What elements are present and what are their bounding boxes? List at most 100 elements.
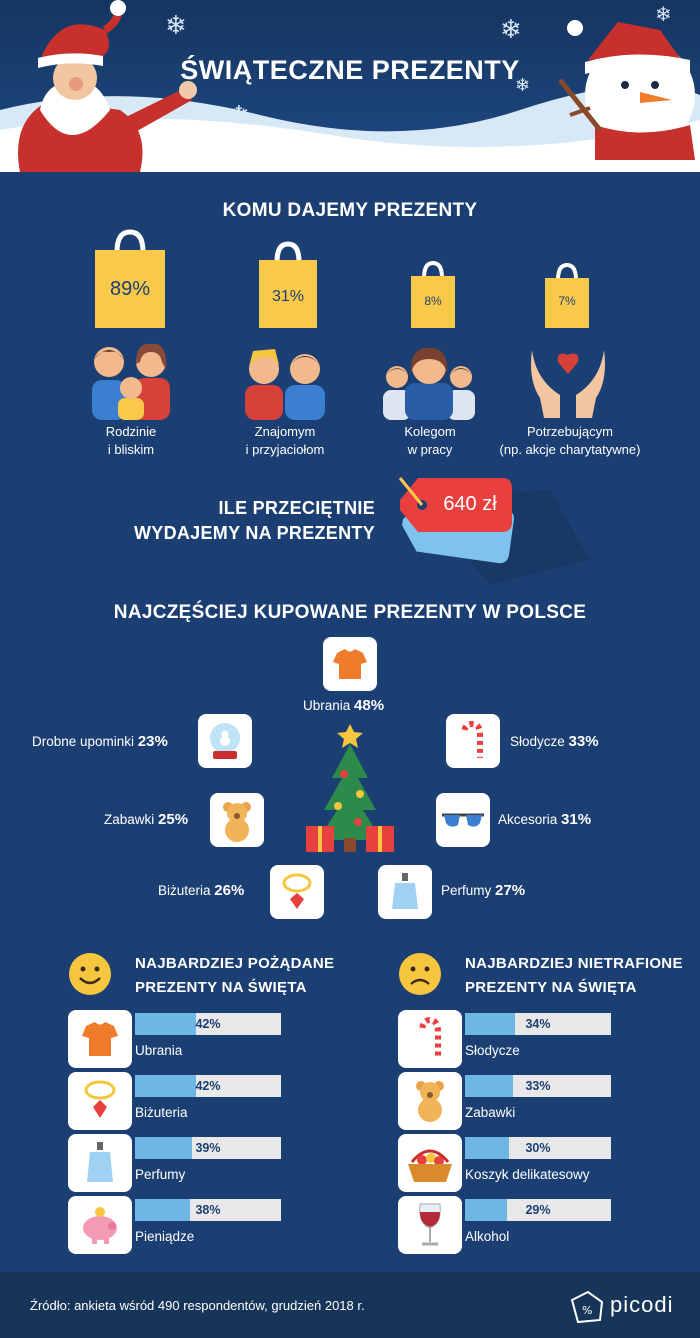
snowflake-icon: ❄: [228, 100, 250, 130]
santa-icon: [18, 0, 197, 172]
sweets-box: [446, 714, 500, 768]
bag-pct: 7%: [558, 294, 576, 308]
wine-glass-icon: [419, 1203, 441, 1246]
recipients-heading: KOMU DAJEMY PREZENTY: [222, 200, 478, 221]
toys-box: [210, 793, 264, 847]
bar-fill: [135, 1137, 192, 1159]
bar-track: [465, 1199, 611, 1221]
popular-perfume: Perfumy 27%: [441, 882, 526, 899]
recipient-label: Kolegom w pracy: [404, 424, 456, 457]
missed-name: Koszyk delikatesowy: [465, 1167, 590, 1182]
jewelry-box: [270, 865, 324, 919]
snowflake-icon: ❄: [500, 14, 522, 44]
snow-globe-icon: [210, 723, 240, 759]
bar-track: [135, 1199, 281, 1221]
wanted-bar: 39%: [135, 1137, 281, 1159]
bar-pct: 42%: [195, 1079, 221, 1093]
popular-jewelry: Biżuteria 26%: [158, 882, 245, 899]
popular-accessories: Akcesoria 31%: [498, 811, 592, 828]
recipient-label: Znajomym i przyjaciołom: [245, 424, 325, 457]
bar-track: [135, 1137, 281, 1159]
perfume-box: [378, 865, 432, 919]
bar-track: [135, 1075, 281, 1097]
bar-fill: [465, 1013, 515, 1035]
wanted-row-icon: [68, 1196, 132, 1254]
bag-coworkers: 8%: [411, 260, 455, 328]
wanted-title: NAJBARDZIEJ POŻĄDANE PREZENTY NA ŚWIĘTA: [135, 955, 335, 996]
bar-track: [465, 1137, 611, 1159]
missed-name: Alkohol: [465, 1229, 510, 1244]
necklace-icon: [282, 873, 312, 909]
snowflake-icon: ❄: [515, 75, 531, 95]
necklace-icon: [84, 1080, 116, 1118]
wanted-name: Biżuteria: [135, 1105, 188, 1120]
bar-fill: [135, 1199, 190, 1221]
missed-row-icon: [398, 1196, 462, 1254]
missed-bar: 29%: [465, 1199, 611, 1221]
tshirt-icon: [82, 1022, 118, 1056]
bar-pct: 38%: [195, 1203, 221, 1217]
bar-fill: [465, 1075, 513, 1097]
recipient-label: Potrzebującym (np. akcje charytatywne): [499, 424, 641, 457]
candy-cane-icon: [419, 1016, 441, 1058]
header-illustration: [0, 0, 700, 172]
perfume-icon: [392, 873, 418, 909]
missed-row-icon: [398, 1072, 462, 1130]
basket-icon: [408, 1149, 452, 1182]
wanted-bar: 38%: [135, 1199, 281, 1221]
header-banner: ❄ ❄ ❄ ❄ ❄ ŚWIĄTECZNE PREZENTY: [0, 0, 700, 172]
bar-track: [135, 1013, 281, 1035]
snowflake-icon: ❄: [655, 4, 672, 26]
price-tag-icon: [398, 477, 590, 585]
bar-pct: 42%: [195, 1017, 221, 1031]
wanted-name: Pieniądze: [135, 1229, 195, 1244]
missed-bar: 34%: [465, 1013, 611, 1035]
missed-title: NAJBARDZIEJ NIETRAFIONE PREZENTY NA ŚWIĘT…: [465, 955, 683, 996]
recipient-label: Rodzinie i bliskim: [105, 424, 157, 457]
shopping-bag-icon: [545, 262, 589, 328]
wanted-row-icon: [68, 1072, 132, 1130]
bag-family: 89%: [95, 228, 165, 328]
bar-track: [465, 1013, 611, 1035]
piggy-bank-icon: [83, 1207, 117, 1244]
snowflake-icon: ❄: [165, 10, 187, 40]
bar-pct: 30%: [525, 1141, 551, 1155]
svg-text:%: %: [582, 1304, 592, 1317]
sunglasses-icon: [442, 813, 484, 827]
bag-pct: 31%: [271, 288, 305, 305]
picodi-logo-icon: %: [570, 1290, 604, 1324]
brand-name: picodi: [610, 1292, 674, 1317]
spend-label: ILE PRZECIĘTNIE WYDAJEMY NA PREZENTY: [133, 498, 375, 543]
bar-fill: [135, 1013, 196, 1035]
missed-name: Zabawki: [465, 1105, 516, 1120]
page-title: ŚWIĄTECZNE PREZENTY: [180, 55, 520, 85]
helping-hands-icon: [531, 350, 605, 418]
bar-pct: 33%: [525, 1079, 551, 1093]
popular-sweets: Słodycze 33%: [510, 733, 599, 750]
clothes-box: [323, 637, 377, 691]
missed-name: Słodycze: [465, 1043, 520, 1058]
snowman-icon: [558, 20, 695, 160]
shopping-bag-icon: [95, 229, 165, 328]
bar-fill: [135, 1075, 196, 1097]
wanted-row-icon: [68, 1134, 132, 1192]
bar-fill: [465, 1199, 507, 1221]
wanted-name: Perfumy: [135, 1167, 186, 1182]
shopping-bag-icon: [411, 260, 455, 328]
missed-row-icon: [398, 1134, 462, 1192]
shopping-bag-icon: [259, 241, 317, 328]
friends-icon: [245, 349, 325, 420]
teddy-bear-icon: [416, 1081, 444, 1122]
bar-pct: 29%: [525, 1203, 551, 1217]
bar-pct: 34%: [525, 1017, 551, 1031]
popular-toys: Zabawki 25%: [104, 811, 189, 828]
source-note: Źródło: ankieta wśród 490 respondentów, …: [30, 1298, 365, 1313]
popular-heading: NAJCZĘŚCIEJ KUPOWANE PREZENTY W POLSCE: [113, 602, 587, 623]
family-icon: [92, 343, 170, 420]
wanted-row-icon: [68, 1010, 132, 1068]
smiley-sad-icon: [399, 953, 441, 995]
teddy-bear-icon: [223, 802, 251, 842]
bar-track: [465, 1075, 611, 1097]
popular-small-gifts: Drobne upominki 23%: [32, 733, 168, 750]
smiley-happy-icon: [69, 953, 111, 995]
